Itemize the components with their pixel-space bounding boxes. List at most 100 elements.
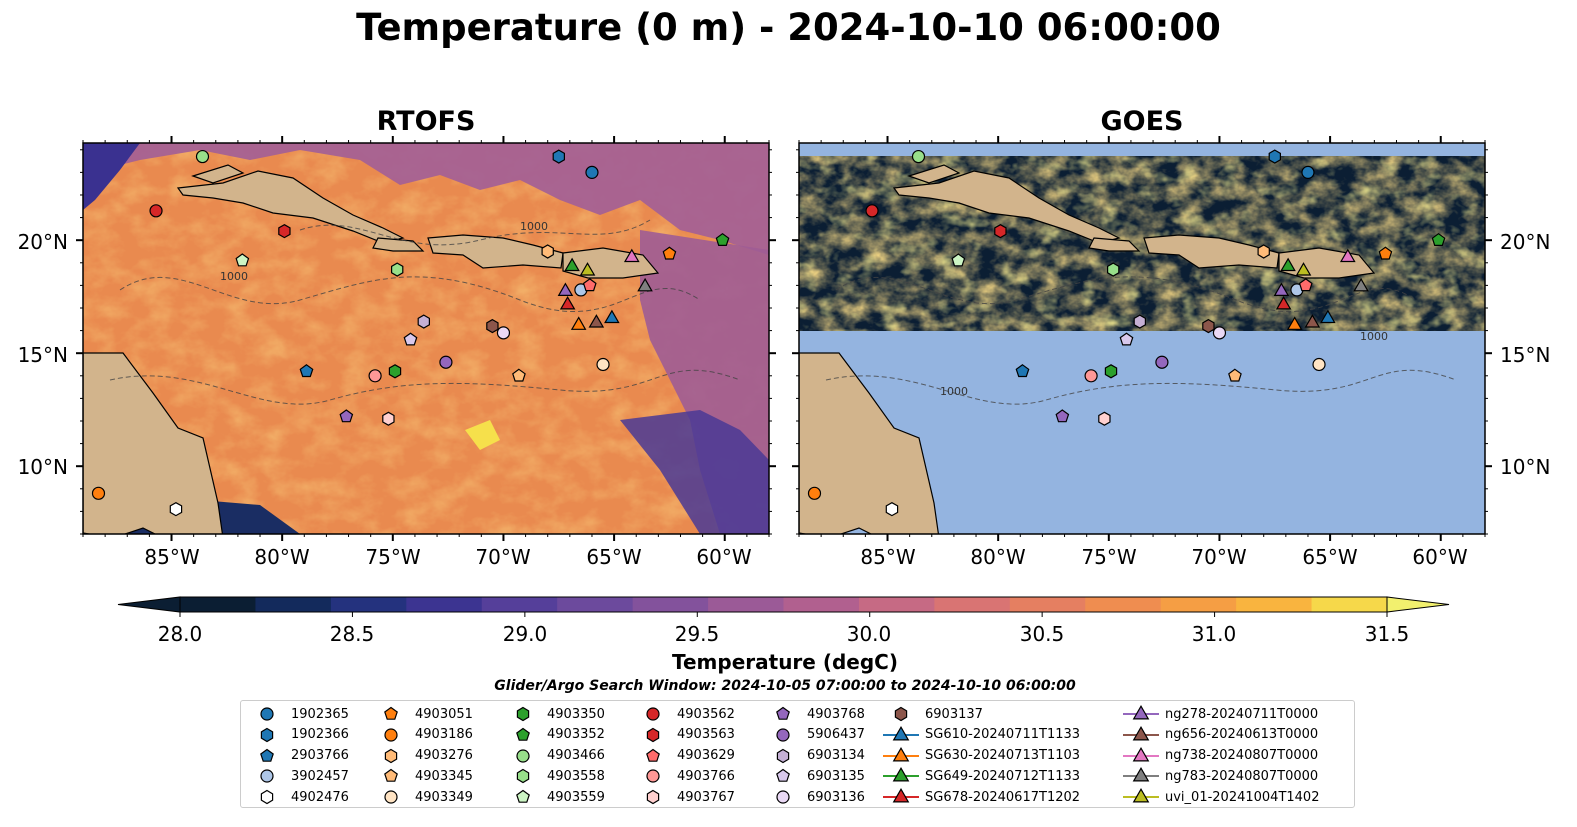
colorbar-segment (858, 597, 935, 612)
legend-item: 6903134 (763, 746, 865, 766)
rtofs-marker-sg630-20240713t1103 (570, 316, 587, 330)
legend-label: 4903559 (547, 789, 605, 805)
rtofs-marker-4903767 (382, 411, 395, 426)
legend-marker (883, 767, 919, 782)
legend-item: 6903136 (763, 787, 865, 807)
rtofs-marker-4903345 (512, 368, 526, 382)
rtofs-marker-sg649-20240712t1133 (564, 257, 580, 272)
legend-label: 4903350 (547, 706, 605, 722)
legend-item: 4903563 (633, 725, 735, 745)
legend-item: 4903051 (371, 704, 473, 724)
goes-marker-ng656-20240613t0000 (1304, 314, 1321, 328)
legend-marker (776, 769, 790, 783)
legend-label: 4903051 (415, 706, 473, 722)
legend-label: 4903352 (547, 727, 605, 743)
goes-marker-4903349 (1312, 357, 1326, 372)
legend-marker (384, 769, 398, 783)
rtofs-panel-title: RTOFS (376, 106, 476, 137)
rtofs-lon-tick-label: 85°W (144, 545, 199, 569)
rtofs-marker-6903135 (403, 332, 418, 346)
rtofs-marker-4903349 (596, 357, 610, 372)
rtofs-marker-4903352 (715, 232, 730, 246)
goes-marker-4903051 (1378, 246, 1393, 260)
goes-marker-4903352 (1431, 232, 1446, 246)
legend-label: 4903349 (415, 789, 473, 805)
rtofs-isobath-label: 1000 (220, 270, 248, 283)
legend-label: SG678-20240617T1202 (925, 789, 1081, 805)
goes-marker-5906437 (1155, 355, 1169, 369)
map-axis-ticks (76, 136, 1492, 541)
legend-item: ng278-20240711T0000 (1121, 704, 1318, 724)
legend-label: 2903766 (291, 748, 349, 764)
legend-label: 4903562 (677, 706, 735, 722)
rtofs-marker-sg610-20240711t1133 (604, 309, 620, 324)
rtofs-lat-tick-label: 10°N (18, 455, 68, 479)
goes-marker-4903562 (865, 204, 879, 218)
goes-marker-uvi_01-20241004t1402 (1295, 262, 1312, 276)
legend-item: SG678-20240617T1202 (881, 787, 1080, 807)
colorbar-segment (1009, 597, 1086, 612)
legend-marker (516, 789, 530, 803)
legend-label: ng783-20240807T0000 (1165, 768, 1319, 784)
goes-lon-tick-label: 85°W (860, 545, 915, 569)
colorbar-tick-label: 31.5 (1365, 622, 1410, 646)
goes-isobath-label: 1000 (1360, 330, 1388, 343)
goes-map: 1000 1000 (798, 142, 1486, 535)
goes-marker-ng783-20240807t0000 (1353, 277, 1369, 292)
rtofs-lon-tick-label: 75°W (365, 545, 420, 569)
rtofs-lat-tick-label: 20°N (18, 230, 68, 254)
goes-marker-4903559 (951, 253, 966, 267)
legend-item: 4903276 (371, 746, 473, 766)
legend-item: uvi_01-20241004T1402 (1121, 787, 1319, 807)
rtofs-marker-6903136 (496, 326, 511, 340)
colorbar-tick-label: 28.0 (158, 622, 203, 646)
rtofs-marker-ng783-20240807t0000 (637, 277, 653, 292)
goes-lon-tick-label: 75°W (1081, 545, 1136, 569)
legend-item: ng783-20240807T0000 (1121, 766, 1318, 786)
colorbar-segment (632, 597, 709, 612)
legend-item: 6903137 (881, 704, 983, 724)
rtofs-warm-patch (465, 420, 500, 450)
colorbar-over-arrow (1386, 596, 1450, 613)
goes-marker-6903136 (1212, 326, 1227, 340)
colorbar-segment (934, 597, 1011, 612)
legend-marker (384, 748, 398, 763)
rtofs-lon-tick-label: 65°W (586, 545, 641, 569)
rtofs-isobaths (109, 219, 741, 405)
legend-item: ng738-20240807T0000 (1121, 746, 1318, 766)
rtofs-marker-4903629 (582, 278, 597, 292)
legend-marker (260, 748, 274, 762)
goes-lat-tick-label: 10°N (1500, 455, 1550, 479)
rtofs-lon-tick-label: 80°W (254, 545, 309, 569)
figure-title: Temperature (0 m) - 2024-10-10 06:00:00 (356, 6, 1221, 49)
rtofs-cold-gulf-patch (83, 143, 140, 210)
legend-marker (646, 748, 660, 762)
rtofs-marker-1902365 (585, 165, 599, 179)
legend-marker (883, 725, 919, 741)
goes-marker-4903766 (1084, 369, 1098, 383)
legend-item: 1902365 (247, 704, 349, 724)
legend-item: 1902366 (247, 725, 349, 745)
legend-item: 4903186 (371, 725, 473, 745)
legend-item: 4903349 (371, 787, 473, 807)
legend-label: 4903276 (415, 748, 473, 764)
rtofs-marker-4903186 (91, 486, 106, 500)
colorbar-tick-label: 31.0 (1192, 622, 1237, 646)
legend-marker (646, 769, 660, 783)
rtofs-marker-4903350 (388, 364, 402, 379)
goes-lon-tick-label: 70°W (1191, 545, 1246, 569)
legend-item: 4903559 (503, 787, 605, 807)
colorbar-segment (180, 597, 257, 612)
goes-marker-4903768 (1055, 409, 1070, 423)
legend-item: 6903135 (763, 766, 865, 786)
legend-label: 4903563 (677, 727, 735, 743)
goes-panel-title: GOES (1100, 106, 1184, 137)
legend-label: 4903767 (677, 789, 735, 805)
colorbar (117, 596, 1450, 617)
legend-label: 6903136 (807, 789, 865, 805)
goes-marker-4903466 (911, 149, 926, 164)
goes-marker-4903186 (807, 486, 822, 500)
legend-marker (894, 706, 908, 722)
legend-label: 5906437 (807, 727, 865, 743)
